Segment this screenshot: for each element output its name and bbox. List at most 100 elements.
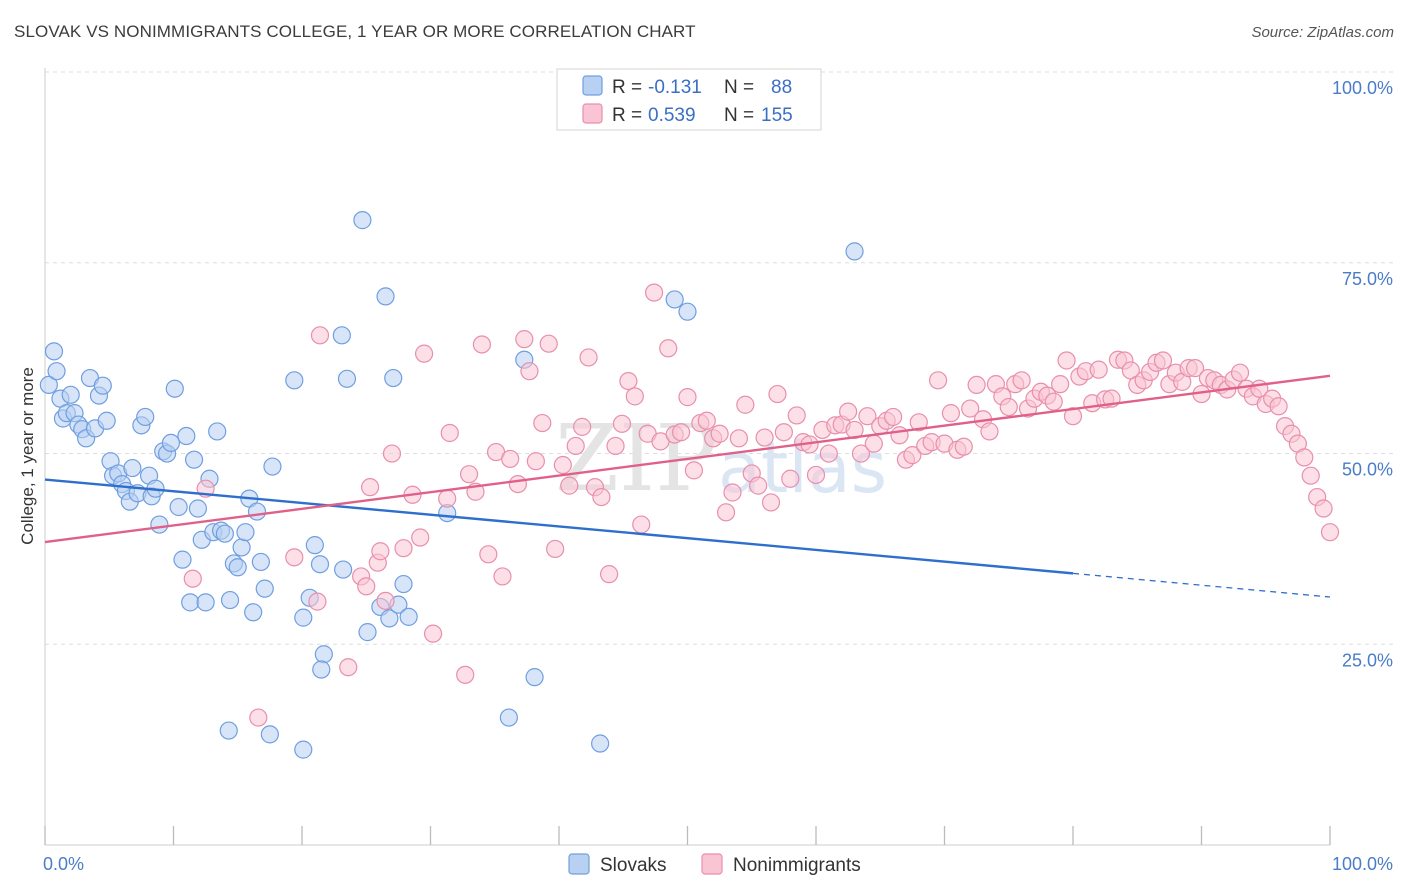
point-nonimmigrants-66: [749, 476, 768, 495]
point-slovaks-32: [161, 433, 181, 452]
legend-r-value-slovaks: -0.131: [648, 77, 702, 98]
point-nonimmigrants-71: [781, 469, 800, 488]
point-nonimmigrants-46: [619, 371, 638, 391]
point-slovaks-54: [247, 502, 267, 521]
axes: [44, 68, 1331, 846]
point-nonimmigrants-54: [671, 423, 691, 442]
point-nonimmigrants-96: [941, 404, 961, 423]
point-nonimmigrants-154: [1314, 499, 1333, 518]
point-nonimmigrants-119: [1089, 360, 1108, 379]
point-slovaks-36: [177, 426, 196, 446]
point-nonimmigrants-62: [723, 483, 742, 502]
point-nonimmigrants-100: [967, 375, 986, 395]
point-nonimmigrants-134: [1185, 359, 1205, 378]
point-slovaks-74: [380, 609, 399, 628]
point-slovaks-61: [294, 608, 313, 627]
stats-legend: R = -0.131 N = 88 R = 0.539 N = 155: [556, 68, 822, 131]
point-slovaks-55: [251, 552, 270, 572]
series-points: [39, 211, 1340, 759]
point-nonimmigrants-31: [520, 362, 539, 381]
legend-r-value-nonimmigrants: 0.539: [648, 105, 696, 126]
point-slovaks-6: [61, 385, 80, 404]
point-slovaks-41: [196, 593, 215, 612]
y-tick-label-25: 25.0%: [1342, 650, 1393, 670]
point-nonimmigrants-94: [928, 371, 948, 390]
point-nonimmigrants-4: [308, 592, 327, 611]
legend-n-label-nonimmigrants: N =: [724, 105, 754, 126]
point-slovaks-60: [285, 371, 304, 390]
point-nonimmigrants-36: [553, 455, 572, 475]
point-slovaks-65: [314, 645, 333, 664]
point-nonimmigrants-55: [678, 388, 697, 407]
point-nonimmigrants-141: [1230, 363, 1250, 382]
point-slovaks-85: [665, 290, 684, 309]
point-nonimmigrants-68: [761, 493, 781, 512]
point-nonimmigrants-99: [961, 399, 980, 418]
legend-r-label-slovaks: R =: [612, 77, 642, 98]
point-nonimmigrants-72: [787, 406, 806, 425]
series-legend-swatch-slovaks: [568, 853, 590, 875]
point-slovaks-33: [165, 379, 184, 398]
point-slovaks-77: [394, 574, 413, 594]
point-slovaks-86: [678, 302, 697, 321]
point-nonimmigrants-155: [1320, 523, 1340, 542]
legend-n-value-nonimmigrants: 155: [761, 105, 793, 126]
trend-lines: [44, 374, 1331, 598]
legend-n-value-slovaks: 88: [771, 77, 792, 98]
point-nonimmigrants-45: [612, 414, 632, 433]
point-nonimmigrants-56: [684, 461, 704, 480]
legend-swatch-nonimmigrants: [582, 103, 603, 124]
point-nonimmigrants-87: [883, 407, 903, 427]
source-label: Source: ZipAtlas.com: [1251, 24, 1394, 41]
point-nonimmigrants-22: [459, 465, 479, 484]
point-slovaks-2: [47, 362, 66, 381]
point-nonimmigrants-37: [560, 476, 579, 495]
point-nonimmigrants-80: [839, 402, 858, 421]
point-nonimmigrants-82: [851, 444, 871, 463]
point-nonimmigrants-115: [1063, 407, 1083, 426]
point-slovaks-70: [353, 211, 372, 230]
point-slovaks-37: [181, 593, 200, 612]
point-nonimmigrants-18: [423, 624, 443, 643]
point-slovaks-46: [215, 524, 234, 543]
point-slovaks-58: [219, 721, 238, 740]
point-nonimmigrants-60: [710, 424, 729, 443]
point-nonimmigrants-112: [1044, 392, 1063, 411]
point-nonimmigrants-129: [1153, 351, 1173, 370]
y-tick-label-75: 75.0%: [1342, 269, 1393, 289]
point-nonimmigrants-47: [625, 387, 644, 406]
point-nonimmigrants-38: [566, 436, 585, 456]
point-nonimmigrants-63: [729, 429, 749, 448]
point-slovaks-39: [188, 499, 208, 518]
series-legend-label-nonimmigrants: Nonimmigrants: [733, 855, 861, 876]
point-slovaks-59: [260, 725, 279, 744]
point-nonimmigrants-40: [579, 348, 598, 367]
point-nonimmigrants-11: [371, 542, 390, 561]
point-slovaks-63: [305, 536, 324, 555]
point-nonimmigrants-35: [546, 539, 565, 559]
point-slovaks-25: [136, 407, 155, 427]
point-slovaks-84: [591, 734, 610, 753]
y-tick-label-50: 50.0%: [1342, 460, 1393, 480]
point-nonimmigrants-114: [1057, 351, 1076, 370]
legend-swatch-slovaks: [582, 75, 603, 96]
point-nonimmigrants-105: [999, 397, 1018, 417]
point-nonimmigrants-27: [493, 567, 512, 586]
point-nonimmigrants-28: [501, 449, 520, 469]
point-slovaks-44: [208, 422, 227, 441]
point-nonimmigrants-90: [903, 446, 922, 465]
gridlines: [45, 71, 1393, 645]
point-nonimmigrants-25: [479, 545, 498, 564]
point-nonimmigrants-33: [533, 413, 552, 433]
point-nonimmigrants-83: [858, 407, 877, 426]
point-slovaks-73: [376, 287, 395, 306]
legend-r-label-nonimmigrants: R =: [612, 105, 642, 126]
point-slovaks-51: [236, 523, 255, 542]
point-nonimmigrants-5: [310, 326, 330, 345]
point-nonimmigrants-32: [526, 452, 545, 471]
point-slovaks-57: [263, 457, 282, 476]
y-tick-labels: 25.0% 50.0% 75.0% 100.0%: [1332, 78, 1393, 670]
point-nonimmigrants-147: [1269, 397, 1288, 416]
series-legend-label-slovaks: Slovaks: [600, 855, 667, 876]
